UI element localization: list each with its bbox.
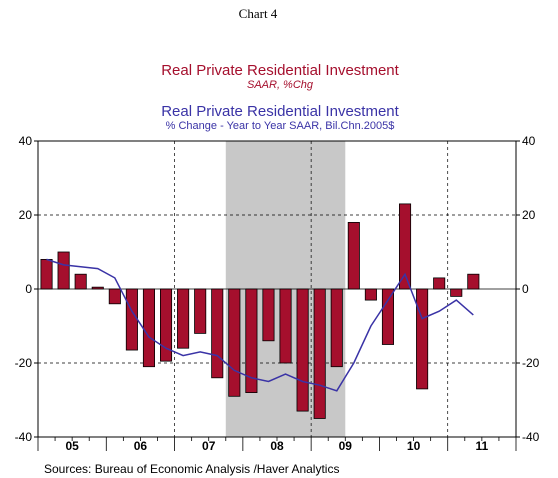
bar — [313, 288, 326, 419]
line-series — [46, 258, 474, 392]
y-tick-label-right: 20 — [522, 208, 536, 222]
x-tick-label: 07 — [202, 439, 216, 453]
y-tick-label-left: 20 — [19, 208, 33, 222]
y-tick-label-left: 0 — [25, 282, 32, 296]
bar — [57, 251, 70, 290]
chart-title-secondary: Real Private Residential Investment — [161, 103, 399, 120]
sources-note: Sources: Bureau of Economic Analysis /Ha… — [44, 462, 339, 476]
x-tick-label: 06 — [134, 439, 148, 453]
y-tick-label-right: 40 — [522, 134, 536, 148]
bar — [91, 286, 104, 290]
bar — [194, 288, 207, 334]
chart-subtitle-primary: SAAR, %Chg — [247, 79, 314, 91]
bar — [450, 288, 463, 297]
bar — [296, 288, 309, 412]
x-tick-label: 11 — [476, 439, 489, 453]
plot-area: 40 40 20 20 0 0 -20 -20 -40 -40 05 06 07 08 09 10 11 — [15, 134, 540, 453]
bar — [262, 288, 275, 342]
bar — [142, 288, 155, 368]
y-tick-label-right: 0 — [522, 282, 529, 296]
y-tick-label-left: -20 — [15, 356, 33, 370]
bar — [74, 273, 87, 290]
bar — [364, 288, 377, 301]
x-tick-label: 08 — [270, 439, 284, 453]
bar — [381, 288, 394, 345]
bar — [228, 288, 241, 397]
x-tick-label: 09 — [339, 439, 353, 453]
bar — [399, 203, 412, 290]
bar — [467, 273, 480, 290]
bar — [330, 288, 343, 368]
bar — [347, 221, 360, 290]
y-tick-label-left: 40 — [19, 134, 33, 148]
x-tick-label: 05 — [65, 439, 79, 453]
bar — [416, 288, 429, 390]
bar — [279, 288, 292, 364]
bar — [433, 277, 446, 290]
y-tick-label-right: -20 — [522, 356, 540, 370]
bar — [211, 288, 224, 379]
bar — [160, 288, 173, 362]
bar — [40, 258, 53, 290]
chart-number-label: Chart 4 — [239, 6, 278, 21]
bar — [177, 288, 190, 349]
y-tick-label-right: -40 — [522, 430, 540, 444]
y-tick-label-left: -40 — [15, 430, 33, 444]
chart-subtitle-secondary: % Change - Year to Year SAAR, Bil.Chn.20… — [166, 120, 395, 132]
bar — [125, 288, 138, 351]
x-tick-label: 10 — [407, 439, 421, 453]
bar — [108, 288, 121, 305]
chart-title-primary: Real Private Residential Investment — [161, 62, 399, 79]
bar — [245, 288, 258, 393]
